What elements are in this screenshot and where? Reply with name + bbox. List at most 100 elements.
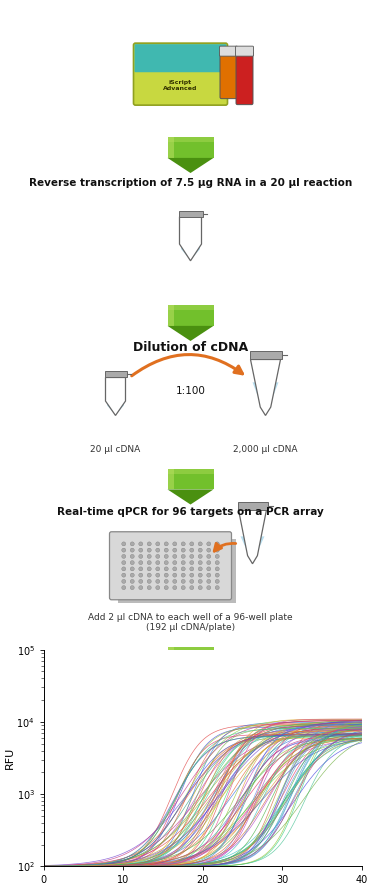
Polygon shape xyxy=(253,382,279,415)
Polygon shape xyxy=(106,377,125,415)
Circle shape xyxy=(181,548,185,552)
Circle shape xyxy=(173,567,177,571)
Polygon shape xyxy=(237,502,267,510)
Circle shape xyxy=(207,554,211,559)
Text: from a single 20 μl RT reaction (96-well plate shown): from a single 20 μl RT reaction (96-well… xyxy=(55,696,326,705)
Polygon shape xyxy=(181,233,200,260)
Circle shape xyxy=(139,567,143,571)
Polygon shape xyxy=(179,217,202,261)
Circle shape xyxy=(198,548,202,552)
Circle shape xyxy=(190,542,194,546)
Polygon shape xyxy=(168,305,213,326)
Circle shape xyxy=(139,585,143,590)
Polygon shape xyxy=(168,137,213,158)
Circle shape xyxy=(156,560,160,565)
Circle shape xyxy=(164,554,168,559)
Polygon shape xyxy=(168,137,173,158)
Circle shape xyxy=(198,567,202,571)
Circle shape xyxy=(139,542,143,546)
Polygon shape xyxy=(168,647,173,668)
Circle shape xyxy=(190,560,194,565)
Text: 2,000 μl cDNA: 2,000 μl cDNA xyxy=(233,445,298,453)
Circle shape xyxy=(198,573,202,577)
FancyBboxPatch shape xyxy=(236,51,253,104)
Polygon shape xyxy=(168,326,213,341)
Circle shape xyxy=(147,548,151,552)
Circle shape xyxy=(130,567,134,571)
Circle shape xyxy=(147,542,151,546)
Polygon shape xyxy=(240,537,264,563)
Circle shape xyxy=(215,579,219,583)
Polygon shape xyxy=(104,371,126,377)
FancyBboxPatch shape xyxy=(133,43,227,105)
Polygon shape xyxy=(168,305,173,326)
Text: Real-time qPCR for 96 targets on a PCR array: Real-time qPCR for 96 targets on a PCR a… xyxy=(57,507,324,517)
Circle shape xyxy=(173,560,177,565)
Circle shape xyxy=(139,573,143,577)
Circle shape xyxy=(198,542,202,546)
Circle shape xyxy=(122,554,126,559)
Circle shape xyxy=(181,573,185,577)
Circle shape xyxy=(156,548,160,552)
Circle shape xyxy=(139,560,143,565)
Circle shape xyxy=(164,560,168,565)
Circle shape xyxy=(198,554,202,559)
Polygon shape xyxy=(168,490,213,505)
Circle shape xyxy=(130,585,134,590)
Circle shape xyxy=(147,579,151,583)
Circle shape xyxy=(181,585,185,590)
Circle shape xyxy=(139,554,143,559)
Circle shape xyxy=(156,542,160,546)
Circle shape xyxy=(207,585,211,590)
Circle shape xyxy=(147,573,151,577)
Circle shape xyxy=(190,579,194,583)
Circle shape xyxy=(130,573,134,577)
Circle shape xyxy=(164,542,168,546)
Text: Dilution of cDNA: Dilution of cDNA xyxy=(133,341,248,354)
Text: 1:100: 1:100 xyxy=(176,385,205,396)
Polygon shape xyxy=(168,668,213,683)
Circle shape xyxy=(122,579,126,583)
Polygon shape xyxy=(168,469,173,490)
Circle shape xyxy=(207,548,211,552)
Circle shape xyxy=(215,548,219,552)
FancyBboxPatch shape xyxy=(235,46,253,57)
Circle shape xyxy=(130,579,134,583)
Circle shape xyxy=(198,579,202,583)
Circle shape xyxy=(181,554,185,559)
Polygon shape xyxy=(250,352,282,360)
Circle shape xyxy=(215,542,219,546)
Circle shape xyxy=(122,560,126,565)
Circle shape xyxy=(147,554,151,559)
Circle shape xyxy=(130,560,134,565)
Circle shape xyxy=(147,560,151,565)
Circle shape xyxy=(164,548,168,552)
Circle shape xyxy=(130,548,134,552)
Polygon shape xyxy=(168,469,213,474)
Text: Up to 1,000 RT-qPCR data points: Up to 1,000 RT-qPCR data points xyxy=(95,683,286,694)
Text: 20 μl cDNA: 20 μl cDNA xyxy=(90,445,141,453)
Circle shape xyxy=(215,560,219,565)
Circle shape xyxy=(215,585,219,590)
Circle shape xyxy=(190,573,194,577)
Circle shape xyxy=(215,567,219,571)
Circle shape xyxy=(122,585,126,590)
Circle shape xyxy=(198,560,202,565)
Circle shape xyxy=(198,585,202,590)
Circle shape xyxy=(173,585,177,590)
Circle shape xyxy=(173,579,177,583)
Polygon shape xyxy=(168,647,213,668)
Text: Add 2 μl cDNA to each well of a 96-well plate: Add 2 μl cDNA to each well of a 96-well … xyxy=(88,613,293,621)
Polygon shape xyxy=(168,469,213,490)
Circle shape xyxy=(156,567,160,571)
FancyBboxPatch shape xyxy=(134,44,226,72)
Circle shape xyxy=(207,560,211,565)
Text: iScript
Advanced: iScript Advanced xyxy=(163,80,198,91)
Circle shape xyxy=(130,542,134,546)
Circle shape xyxy=(130,554,134,559)
Circle shape xyxy=(139,579,143,583)
Circle shape xyxy=(181,567,185,571)
Circle shape xyxy=(215,573,219,577)
Polygon shape xyxy=(179,210,202,217)
Circle shape xyxy=(139,548,143,552)
